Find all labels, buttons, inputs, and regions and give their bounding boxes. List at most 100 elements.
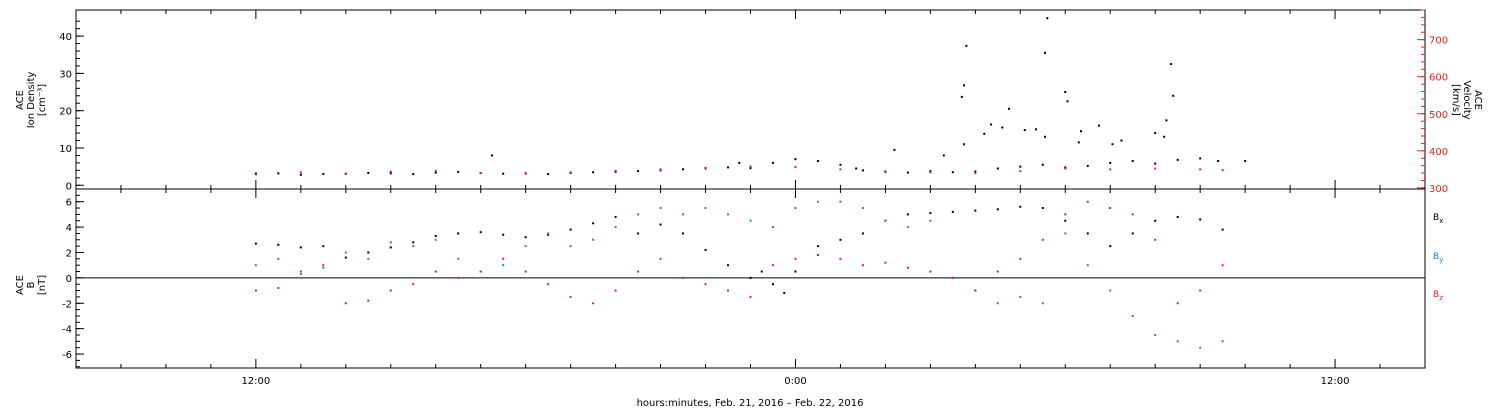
y-tick-label: 600 [1429,73,1448,84]
data-point [277,243,280,246]
data-point [996,167,999,170]
data-point [490,154,493,157]
data-point [794,270,797,273]
data-point [659,168,662,171]
data-point [1199,168,1202,171]
data-point [884,261,887,264]
data-point [322,173,325,176]
y-tick-label: 6 [66,198,72,209]
data-point [412,241,415,244]
data-point [1019,257,1022,260]
data-point [322,266,325,269]
data-point [884,170,887,173]
data-point [322,245,325,248]
data-point [457,257,460,260]
y-tick-label: -4 [62,325,72,336]
data-point [794,158,797,161]
bottom-panel: ACE B [nT] -6 -4 -2 0 2 4 6 Bx By Bz [15,188,1443,369]
data-point [682,213,685,216]
legend-subscript: x [1439,217,1443,225]
data-point [254,173,257,176]
data-point [794,257,797,260]
data-point [344,256,347,259]
data-point [299,171,302,174]
data-point [547,173,550,176]
data-point [1221,264,1224,267]
data-point [929,212,932,215]
data-point [816,254,819,257]
data-point [839,168,842,171]
data-point [963,84,966,87]
data-point [906,226,909,229]
data-point [974,209,977,212]
data-point [299,173,302,176]
ion-density-label-line3: [cm⁻³] [37,84,48,116]
data-point [929,219,932,222]
data-point [1041,302,1044,305]
time-tick-label: 0:00 [784,376,806,387]
data-point [412,173,415,176]
data-point [861,264,864,267]
data-point [1221,340,1224,343]
data-point [749,276,752,279]
data-point [1064,91,1067,94]
data-point [771,226,774,229]
data-point [1080,130,1083,133]
data-point [1041,238,1044,241]
data-point [637,270,640,273]
data-point [344,172,347,175]
data-point [1008,107,1011,110]
y-tick-label: 0 [66,181,72,192]
y-tick-label: 40 [59,32,72,43]
data-point [1064,167,1067,170]
data-point [1064,219,1067,222]
data-point [906,171,909,174]
data-point [855,167,858,170]
ion-density-label-line2: Ion Density [26,72,37,129]
data-point [592,238,595,241]
data-point [704,166,707,169]
data-point [996,270,999,273]
ion-density-label-line1: ACE [15,90,26,110]
data-point [1221,169,1224,172]
data-point [1041,207,1044,210]
data-point [951,171,954,174]
data-point [502,264,505,267]
y-tick-label: 30 [59,69,72,80]
data-point [1109,245,1112,248]
bfield-label-line3: [nT] [37,275,48,295]
data-point [389,246,392,249]
bfield-label-line1: ACE [15,275,26,295]
y-tick-label: 700 [1429,36,1448,47]
data-point [1154,333,1157,336]
data-point [771,283,774,286]
data-point [1176,302,1179,305]
data-point [704,207,707,210]
data-point [367,171,370,174]
data-point [502,172,505,175]
time-tick-label: 12:00 [241,376,270,387]
data-point [389,241,392,244]
data-point [1217,160,1220,163]
data-point [434,169,437,172]
data-point [614,170,617,173]
data-point [929,171,932,174]
data-point [861,169,864,172]
data-point [839,257,842,260]
data-point [1165,119,1168,122]
data-point [783,292,786,295]
data-point [254,242,257,245]
data-point [254,289,257,292]
velocity-axis-label: ACE Velocity [km/s] [1450,80,1483,119]
data-point [434,171,437,174]
data-point [1097,124,1100,127]
data-point [1131,314,1134,317]
data-point [861,207,864,210]
data-point [1086,232,1089,235]
velocity-ticks: 300 400 500 600 700 [1417,9,1448,195]
data-point [1120,139,1123,142]
data-point [524,245,527,248]
data-point [794,207,797,210]
data-point [1109,289,1112,292]
ion-density-ticks: 0 10 20 30 40 [59,20,84,192]
